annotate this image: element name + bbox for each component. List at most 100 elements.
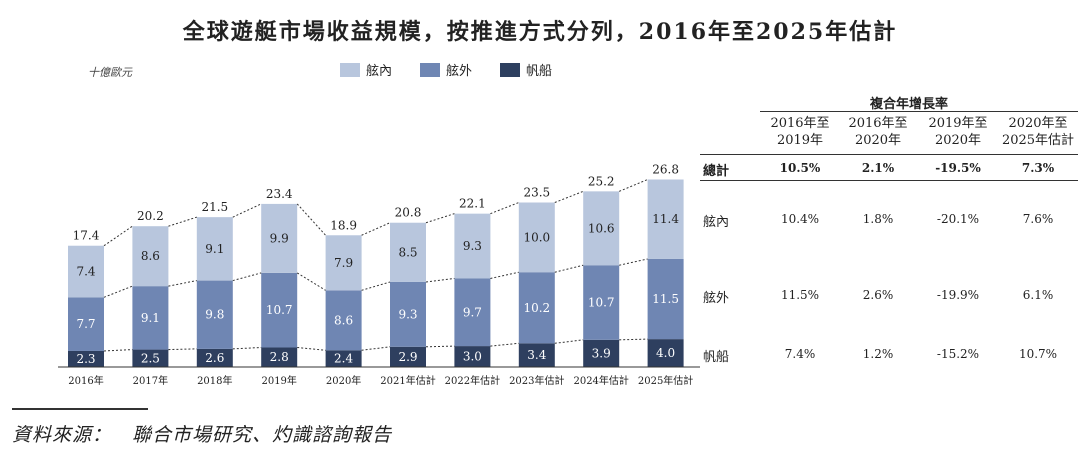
total-label: 25.2 (588, 174, 615, 188)
legend-swatch-sailboat (500, 62, 521, 77)
trend-connector (490, 342, 519, 347)
data-label-sailboat: 3.9 (592, 346, 611, 360)
trend-connector (361, 346, 391, 351)
bar-segment-sailboat (196, 348, 233, 367)
data-label-sailboat: 2.6 (205, 351, 224, 365)
data-label-sailboat: 2.3 (76, 352, 95, 366)
bar-segment-outboard (196, 280, 233, 349)
category-label: 2018年 (197, 374, 232, 387)
cagr-row-label-sailboat: 帆船 (703, 350, 730, 365)
data-label-outboard: 10.7 (266, 303, 293, 317)
bar-segment-sailboat (325, 350, 362, 367)
category-label: 2022年估計 (445, 374, 500, 387)
bar-segment-sailboat (390, 346, 426, 367)
bar-segment-inboard (454, 213, 491, 279)
bar-segment-sailboat (647, 339, 684, 367)
trend-connector (168, 280, 197, 287)
legend-label-outboard: 舷外 (446, 64, 473, 79)
data-label-sailboat: 3.0 (463, 350, 482, 364)
total-label: 18.9 (330, 218, 357, 232)
bar-segment-sailboat (454, 346, 491, 367)
category-label: 2016年 (68, 374, 103, 387)
data-label-inboard: 9.9 (270, 231, 289, 245)
trend-connector (554, 264, 584, 273)
trend-connector (103, 285, 133, 298)
trend-connector (619, 338, 648, 341)
cagr-cell: -15.2% (936, 347, 980, 361)
cagr-cell: 10.7% (1018, 347, 1058, 361)
bar-segment-outboard (647, 258, 684, 340)
bar-segment-sailboat (68, 350, 104, 367)
cagr-cell: 10.5% (779, 161, 821, 175)
bar-segment-outboard (583, 265, 620, 340)
unit-label: 十億歐元 (88, 66, 132, 79)
trend-connector (232, 203, 262, 218)
trend-connector (232, 272, 262, 282)
bar-segment-outboard (518, 272, 555, 344)
bar-segment-outboard (68, 297, 104, 351)
cagr-row-label-total: 總計 (703, 164, 730, 179)
cagr-total-underline (700, 180, 1078, 181)
data-label-inboard: 10.6 (588, 221, 615, 235)
data-label-inboard: 9.1 (205, 242, 224, 256)
data-label-sailboat: 3.4 (527, 348, 546, 362)
cagr-header: 複合年增長率 (870, 97, 949, 112)
cagr-cell: 1.8% (862, 212, 894, 226)
bar-segment-inboard (132, 226, 169, 287)
cagr-header-underline (760, 111, 1078, 112)
bar-segment-inboard (196, 217, 233, 281)
bar-segment-inboard (518, 202, 555, 273)
trend-connector (490, 202, 519, 215)
cagr-row-label-inboard: 舷內 (703, 215, 730, 230)
data-label-outboard: 9.7 (463, 305, 482, 319)
bar-segment-outboard (390, 281, 426, 347)
total-label: 20.8 (395, 206, 422, 220)
legend-label-sailboat: 帆船 (526, 64, 553, 79)
bar-segment-inboard (390, 222, 426, 282)
legend-item-outboard: 舷外 (420, 60, 472, 79)
cagr-cell: 2.1% (861, 161, 895, 175)
legend: 舷內 舷外 帆船 (340, 60, 552, 79)
data-label-outboard: 9.3 (398, 307, 417, 321)
data-label-outboard: 11.5 (652, 292, 679, 306)
category-label: 2017年 (133, 374, 168, 387)
data-label-inboard: 10.0 (523, 230, 550, 244)
cagr-col-head-4: 2020年至 2025年估計 (1001, 116, 1075, 148)
data-label-sailboat: 2.5 (141, 351, 160, 365)
bar-segment-outboard (132, 286, 169, 350)
trend-connector (361, 222, 391, 236)
cagr-cell: 2.6% (862, 288, 894, 302)
cagr-row-label-outboard: 舷外 (703, 291, 730, 306)
source-note: 資料來源： 聯合市場研究、灼識諮詢報告 (12, 424, 393, 446)
category-label: 2023年估計 (509, 374, 564, 387)
bar-segment-outboard (454, 278, 491, 347)
source-divider (12, 408, 148, 410)
cagr-col-head-3: 2019年至 2020年 (928, 116, 988, 148)
data-label-sailboat: 4.0 (656, 346, 675, 360)
bar-segment-inboard (325, 235, 362, 291)
trend-connector (425, 345, 455, 348)
data-label-outboard: 10.2 (523, 301, 550, 315)
cagr-cell: 6.1% (1022, 288, 1054, 302)
bar-segment-sailboat (518, 343, 555, 367)
bar-segment-outboard (261, 272, 298, 348)
total-label: 22.1 (459, 197, 486, 211)
total-label: 21.5 (201, 200, 228, 214)
bar-segment-inboard (68, 245, 104, 298)
bar-segment-inboard (261, 203, 298, 273)
data-label-inboard: 7.9 (334, 256, 353, 270)
total-label: 17.4 (73, 229, 100, 243)
category-label: 2025年估計 (638, 374, 693, 387)
category-label: 2024年估計 (573, 374, 628, 387)
trend-connector (554, 190, 584, 203)
data-label-sailboat: 2.4 (334, 352, 353, 366)
total-label: 20.2 (137, 209, 164, 223)
data-label-outboard: 10.7 (588, 296, 615, 310)
data-label-outboard: 8.6 (334, 313, 353, 327)
cagr-cell: 7.6% (1022, 212, 1054, 226)
stacked-bar-chart: 2.3 7.7 7.4 17.4 2016年 2.5 9.1 8.6 20.2 2017年 2.6 9… (58, 163, 700, 387)
trend-connector (361, 281, 391, 291)
chart-title: 全球遊艇市場收益規模，按推進方式分列，2016年至2025年估計 (182, 19, 898, 45)
cagr-cell: -19.5% (935, 161, 981, 175)
data-label-inboard: 8.6 (141, 249, 160, 263)
